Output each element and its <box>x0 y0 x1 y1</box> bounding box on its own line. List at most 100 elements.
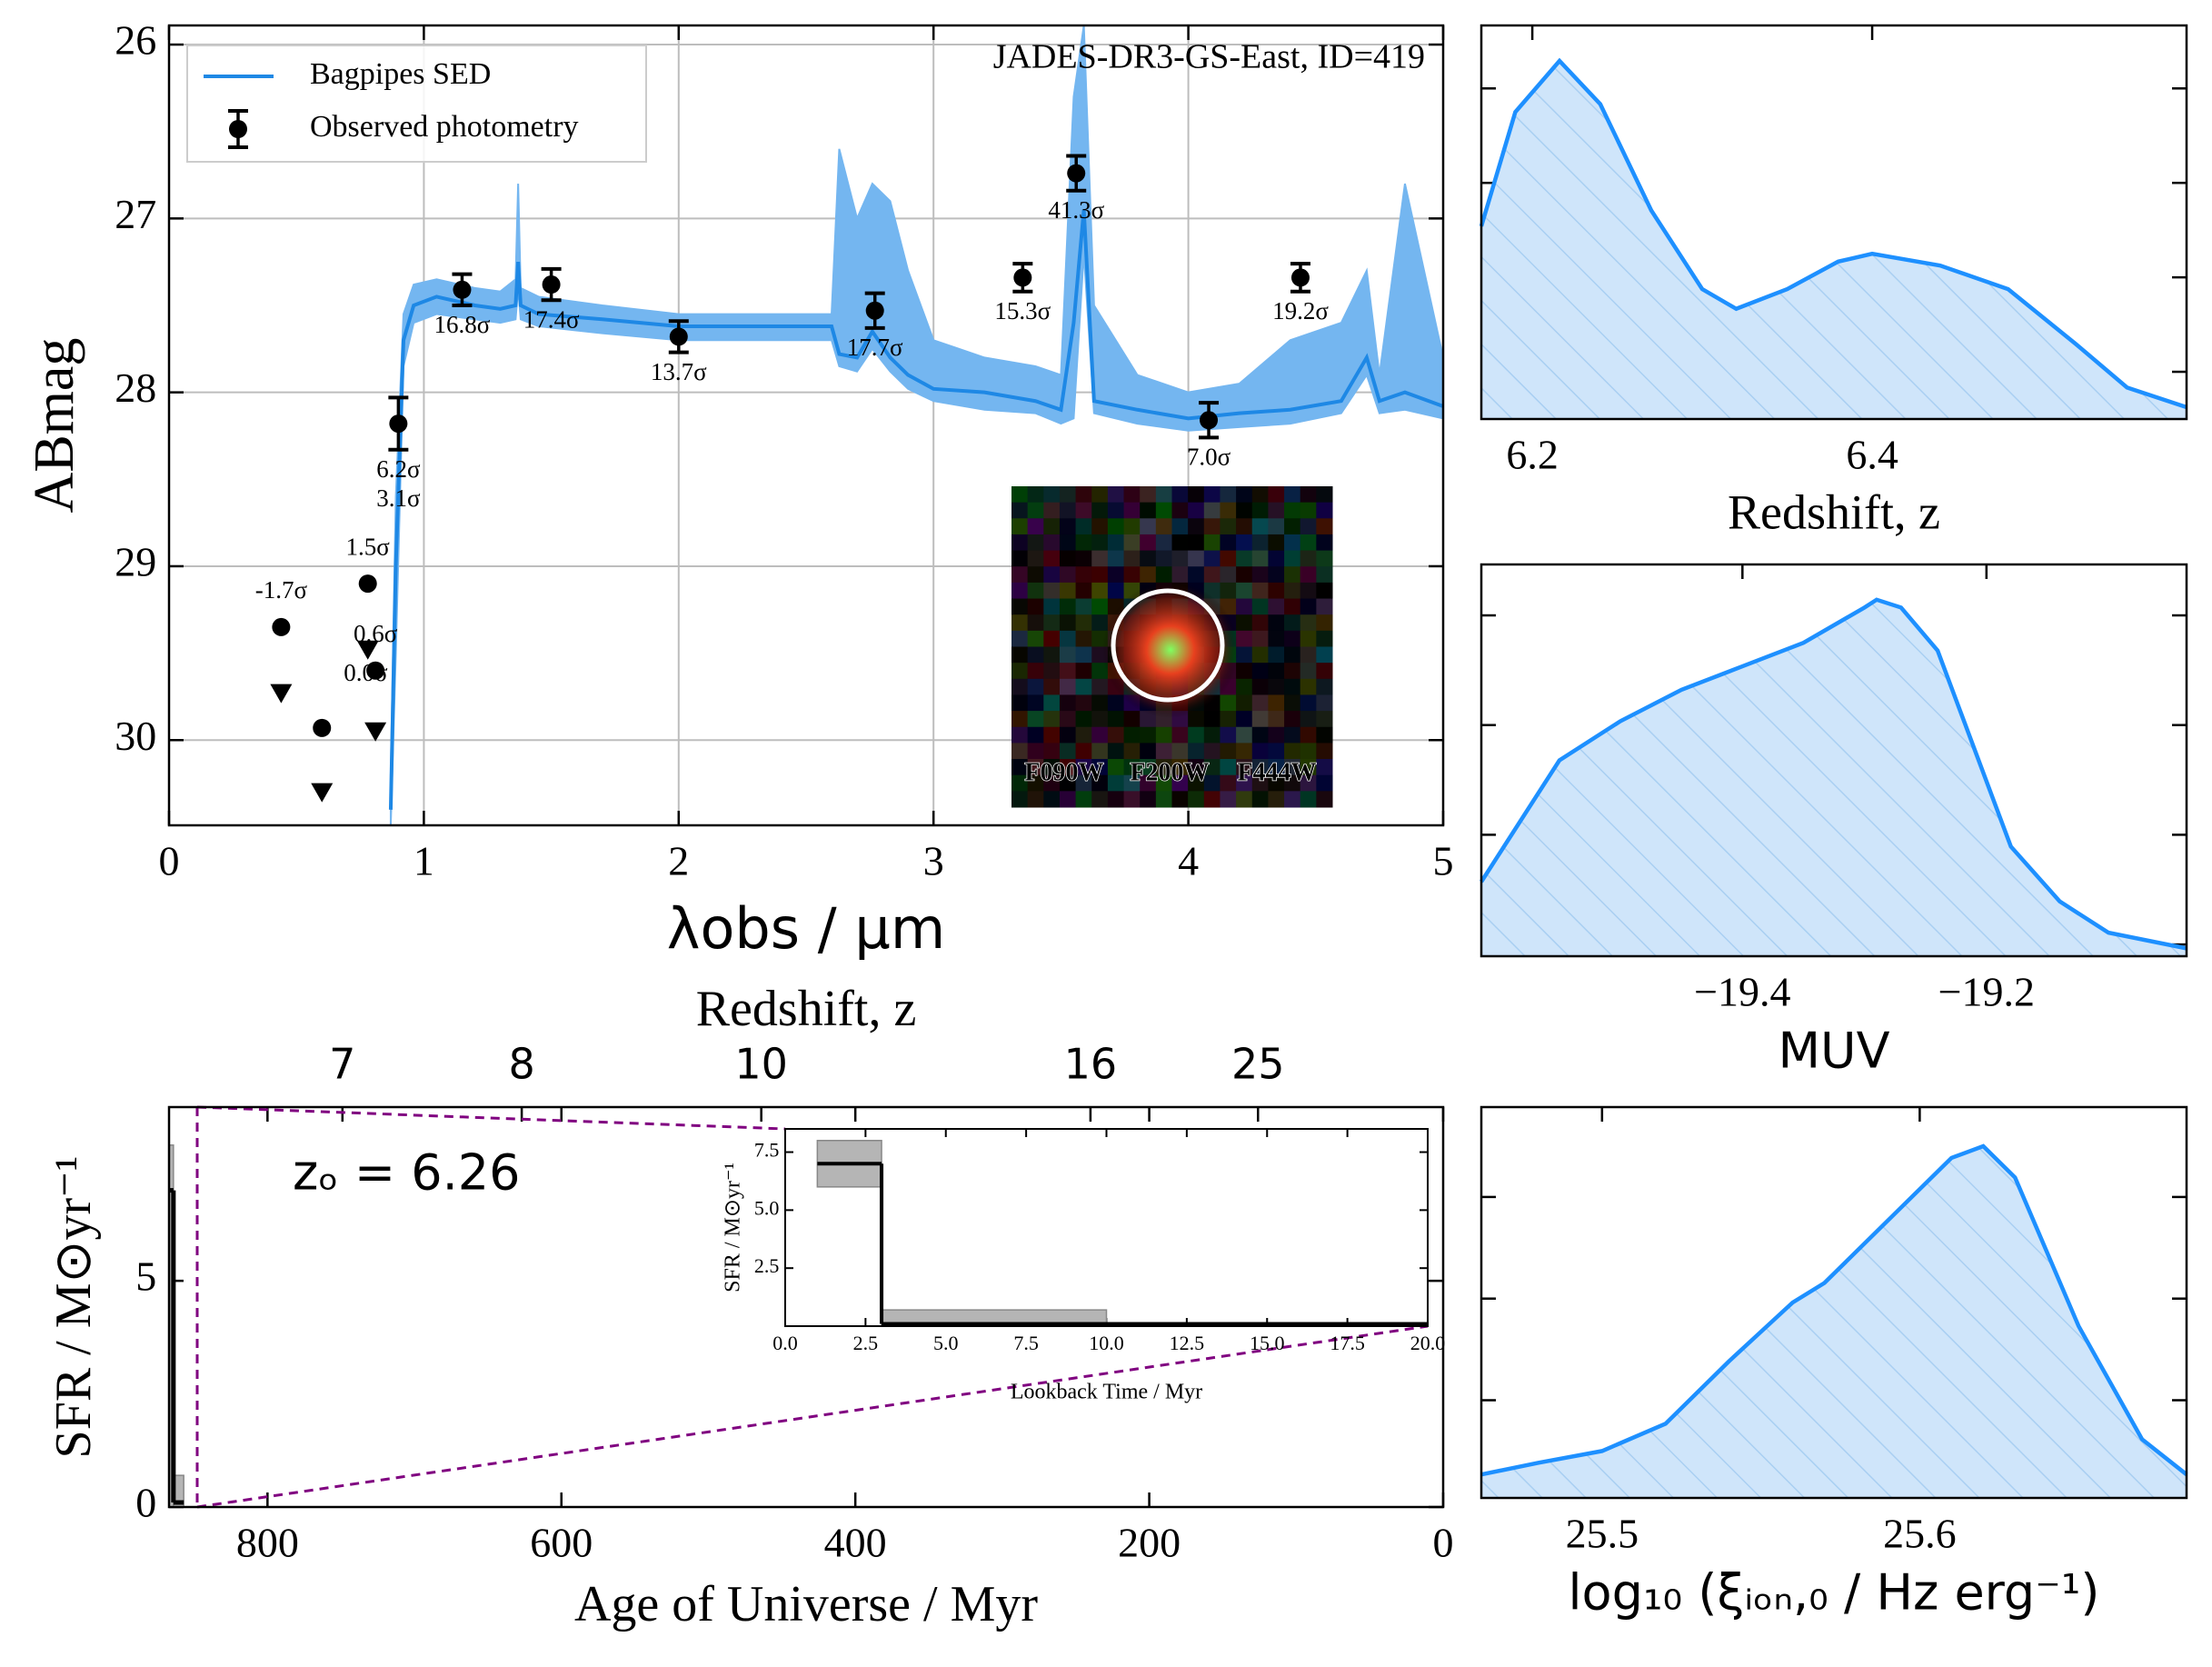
image-pixel <box>1220 518 1237 535</box>
legend-label: Bagpipes SED <box>310 57 491 91</box>
image-pixel <box>1284 663 1301 680</box>
image-pixel <box>1300 502 1317 519</box>
image-pixel <box>1251 774 1269 792</box>
image-pixel <box>1011 582 1029 600</box>
image-pixel <box>1075 534 1092 552</box>
filter-label: F090W <box>1024 758 1103 786</box>
image-pixel <box>1027 791 1044 808</box>
image-pixel <box>1075 711 1092 728</box>
photometry-point <box>313 718 332 737</box>
image-pixel <box>1123 791 1141 808</box>
image-pixel <box>1011 774 1029 792</box>
upper-limit <box>311 783 334 803</box>
image-pixel <box>1251 630 1269 647</box>
y-tick-label: 26 <box>115 17 156 64</box>
photometry-point <box>366 661 385 680</box>
image-pixel <box>1236 791 1253 808</box>
image-pixel <box>1043 614 1061 632</box>
image-pixel <box>1236 759 1253 776</box>
image-pixel <box>1171 502 1189 519</box>
image-pixel <box>1059 646 1077 664</box>
image-pixel <box>1251 598 1269 615</box>
image-pixel <box>1220 534 1237 552</box>
y-axis-label: SFR / M⊙yr⁻¹ <box>722 1163 745 1293</box>
image-pixel <box>1011 663 1029 680</box>
image-pixel <box>1027 502 1044 519</box>
image-pixel <box>1027 486 1044 504</box>
legend-marker <box>229 120 247 138</box>
y-tick-label: 29 <box>115 539 156 585</box>
image-pixel <box>1220 486 1237 504</box>
image-pixel <box>1300 726 1317 744</box>
image-pixel <box>1059 759 1077 776</box>
image-pixel <box>1316 694 1333 712</box>
image-pixel <box>1316 550 1333 567</box>
image-pixel <box>1316 614 1333 632</box>
image-pixel <box>1300 663 1317 680</box>
image-pixel <box>1059 582 1077 600</box>
image-pixel <box>1203 759 1221 776</box>
image-pixel <box>1268 711 1285 728</box>
image-pixel <box>1284 711 1301 728</box>
image-pixel <box>1236 711 1253 728</box>
aperture <box>1111 588 1225 703</box>
image-pixel <box>1203 726 1221 744</box>
image-pixel <box>1027 550 1044 567</box>
y-tick-label: 28 <box>115 364 156 411</box>
image-pixel <box>1284 743 1301 760</box>
image-pixel <box>1043 711 1061 728</box>
image-pixel <box>1188 759 1205 776</box>
posterior-line <box>1479 57 2187 410</box>
x-tick-label: 3 <box>923 837 944 883</box>
image-pixel <box>1155 759 1172 776</box>
image-pixel <box>1236 518 1253 535</box>
legend-label: Observed photometry <box>310 110 579 144</box>
image-pixel <box>1075 791 1092 808</box>
image-pixel <box>1075 743 1092 760</box>
image-pixel <box>1043 646 1061 664</box>
image-pixel <box>1075 582 1092 600</box>
image-pixel <box>1123 550 1141 567</box>
image-pixel <box>1236 534 1253 552</box>
image-pixel <box>1043 582 1061 600</box>
image-pixel <box>1284 678 1301 695</box>
image-pixel <box>1043 550 1061 567</box>
image-pixel <box>1300 598 1317 615</box>
image-pixel <box>1091 743 1109 760</box>
inset-background <box>785 1129 1428 1326</box>
image-pixel <box>1107 518 1125 535</box>
image-pixel <box>1316 534 1333 552</box>
image-pixel <box>1059 726 1077 744</box>
x-tick-label: −19.4 <box>1694 968 1790 1014</box>
image-pixel <box>1123 774 1141 792</box>
posterior-area <box>1481 1146 2187 1498</box>
image-pixel <box>1236 550 1253 567</box>
image-pixel <box>1091 726 1109 744</box>
y-tick-label: 7.5 <box>754 1139 780 1162</box>
x-tick-label: 17.5 <box>1330 1332 1365 1354</box>
image-pixel <box>1011 694 1029 712</box>
x-tick-label: 4 <box>1178 837 1199 883</box>
image-pixel <box>1268 534 1285 552</box>
image-pixel <box>1203 486 1221 504</box>
image-pixel <box>1188 726 1205 744</box>
image-pixel <box>1171 791 1189 808</box>
image-pixel <box>1188 534 1205 552</box>
image-pixel <box>1059 630 1077 647</box>
image-pixel <box>1284 646 1301 664</box>
image-pixel <box>1284 502 1301 519</box>
image-pixel <box>1251 486 1269 504</box>
image-pixel <box>1075 774 1092 792</box>
image-pixel <box>1203 791 1221 808</box>
image-pixel <box>1220 566 1237 584</box>
image-pixel <box>1059 486 1077 504</box>
image-pixel <box>1203 711 1221 728</box>
y-tick-label: 5 <box>135 1253 156 1300</box>
image-pixel <box>1027 630 1044 647</box>
image-pixel <box>1316 502 1333 519</box>
image-pixel <box>1316 791 1333 808</box>
image-pixel <box>1091 502 1109 519</box>
top-tick-label: 10 <box>734 1040 788 1089</box>
image-pixel <box>1011 534 1029 552</box>
image-pixel <box>1316 774 1333 792</box>
